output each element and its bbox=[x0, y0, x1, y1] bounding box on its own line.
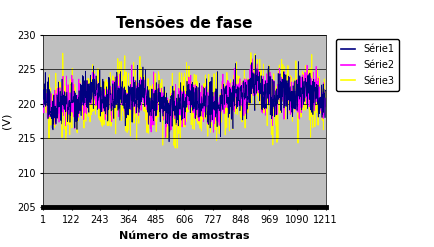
Série3 bbox=[265, 89, 270, 92]
Série3 bbox=[197, 123, 202, 126]
Série3 bbox=[174, 147, 180, 150]
Série3 bbox=[323, 104, 328, 107]
Série2 bbox=[41, 100, 46, 103]
Série1 bbox=[197, 111, 202, 114]
Série1 bbox=[41, 105, 46, 108]
Série1 bbox=[265, 93, 270, 96]
Série1 bbox=[181, 106, 186, 109]
Série1 bbox=[319, 104, 324, 107]
Série1 bbox=[253, 54, 258, 57]
Série2 bbox=[323, 104, 328, 107]
Line: Série2: Série2 bbox=[43, 59, 326, 138]
Line: Série1: Série1 bbox=[43, 56, 326, 142]
X-axis label: Número de amostras: Número de amostras bbox=[119, 231, 250, 241]
Série2 bbox=[164, 125, 169, 128]
Y-axis label: (V): (V) bbox=[1, 113, 11, 129]
Série3 bbox=[319, 98, 324, 101]
Série2 bbox=[265, 80, 270, 82]
Line: Série3: Série3 bbox=[43, 53, 326, 148]
Série3 bbox=[41, 87, 46, 90]
Title: Tensões de fase: Tensões de fase bbox=[116, 16, 253, 31]
Legend: Série1, Série2, Série3: Série1, Série2, Série3 bbox=[336, 40, 399, 91]
Série1 bbox=[164, 122, 169, 124]
Série3 bbox=[181, 110, 186, 113]
Série2 bbox=[319, 95, 324, 98]
Série2 bbox=[250, 57, 255, 60]
Série3 bbox=[164, 109, 169, 112]
Série2 bbox=[274, 101, 279, 104]
Série2 bbox=[163, 136, 168, 139]
Série1 bbox=[274, 113, 279, 116]
Série3 bbox=[248, 51, 253, 54]
Série2 bbox=[197, 120, 202, 123]
Série1 bbox=[167, 140, 172, 143]
Série3 bbox=[274, 94, 279, 97]
Série2 bbox=[181, 105, 186, 108]
Série1 bbox=[323, 89, 328, 92]
